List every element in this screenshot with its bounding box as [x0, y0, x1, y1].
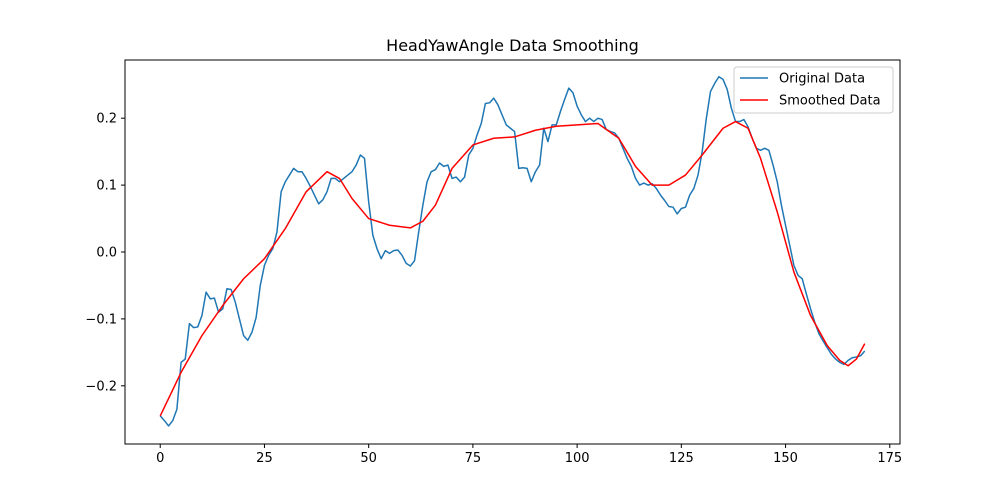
- legend-label: Original Data: [779, 72, 865, 87]
- y-tick-label: −0.2: [85, 379, 117, 394]
- y-tick-label: 0.0: [96, 246, 117, 261]
- y-tick-label: 0.1: [96, 179, 117, 194]
- x-tick-label: 25: [256, 451, 273, 466]
- series-line-smoothed-data: [159, 120, 866, 417]
- x-tick-label: 100: [565, 451, 590, 466]
- y-tick-label: −0.1: [85, 312, 117, 327]
- y-tick-label: 0.2: [96, 112, 117, 127]
- legend-label: Smoothed Data: [779, 94, 881, 109]
- x-tick-label: 0: [156, 451, 164, 466]
- x-axis: 0 25 50 75 100 125 150 175: [156, 444, 902, 466]
- series-layer: [159, 75, 866, 427]
- x-tick-label: 50: [360, 451, 377, 466]
- series-line-original-data: [159, 75, 866, 427]
- x-tick-label: 125: [669, 451, 694, 466]
- x-tick-label: 175: [877, 451, 902, 466]
- legend: Original Data Smoothed Data: [733, 66, 894, 114]
- x-tick-label: 75: [465, 451, 482, 466]
- legend-box: [733, 66, 894, 114]
- y-axis: −0.2 −0.1 0.0 0.1 0.2: [85, 112, 125, 394]
- x-tick-label: 150: [773, 451, 798, 466]
- chart-title: HeadYawAngle Data Smoothing: [386, 36, 639, 55]
